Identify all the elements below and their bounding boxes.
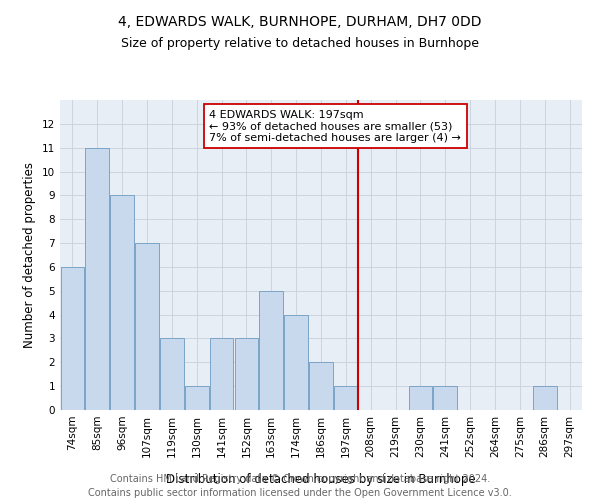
- Bar: [309, 362, 333, 410]
- Bar: [334, 386, 358, 410]
- Bar: [110, 196, 134, 410]
- Text: Distribution of detached houses by size in Burnhope: Distribution of detached houses by size …: [166, 472, 476, 486]
- Text: Size of property relative to detached houses in Burnhope: Size of property relative to detached ho…: [121, 38, 479, 51]
- Text: 4 EDWARDS WALK: 197sqm
← 93% of detached houses are smaller (53)
7% of semi-deta: 4 EDWARDS WALK: 197sqm ← 93% of detached…: [209, 110, 461, 142]
- Text: 4, EDWARDS WALK, BURNHOPE, DURHAM, DH7 0DD: 4, EDWARDS WALK, BURNHOPE, DURHAM, DH7 0…: [118, 15, 482, 29]
- Bar: [61, 267, 84, 410]
- Y-axis label: Number of detached properties: Number of detached properties: [23, 162, 37, 348]
- Bar: [284, 314, 308, 410]
- Bar: [185, 386, 209, 410]
- Bar: [259, 291, 283, 410]
- Bar: [85, 148, 109, 410]
- Bar: [160, 338, 184, 410]
- Bar: [135, 243, 159, 410]
- Text: Contains HM Land Registry data © Crown copyright and database right 2024.
Contai: Contains HM Land Registry data © Crown c…: [88, 474, 512, 498]
- Bar: [533, 386, 557, 410]
- Bar: [409, 386, 432, 410]
- Bar: [235, 338, 258, 410]
- Bar: [433, 386, 457, 410]
- Bar: [210, 338, 233, 410]
